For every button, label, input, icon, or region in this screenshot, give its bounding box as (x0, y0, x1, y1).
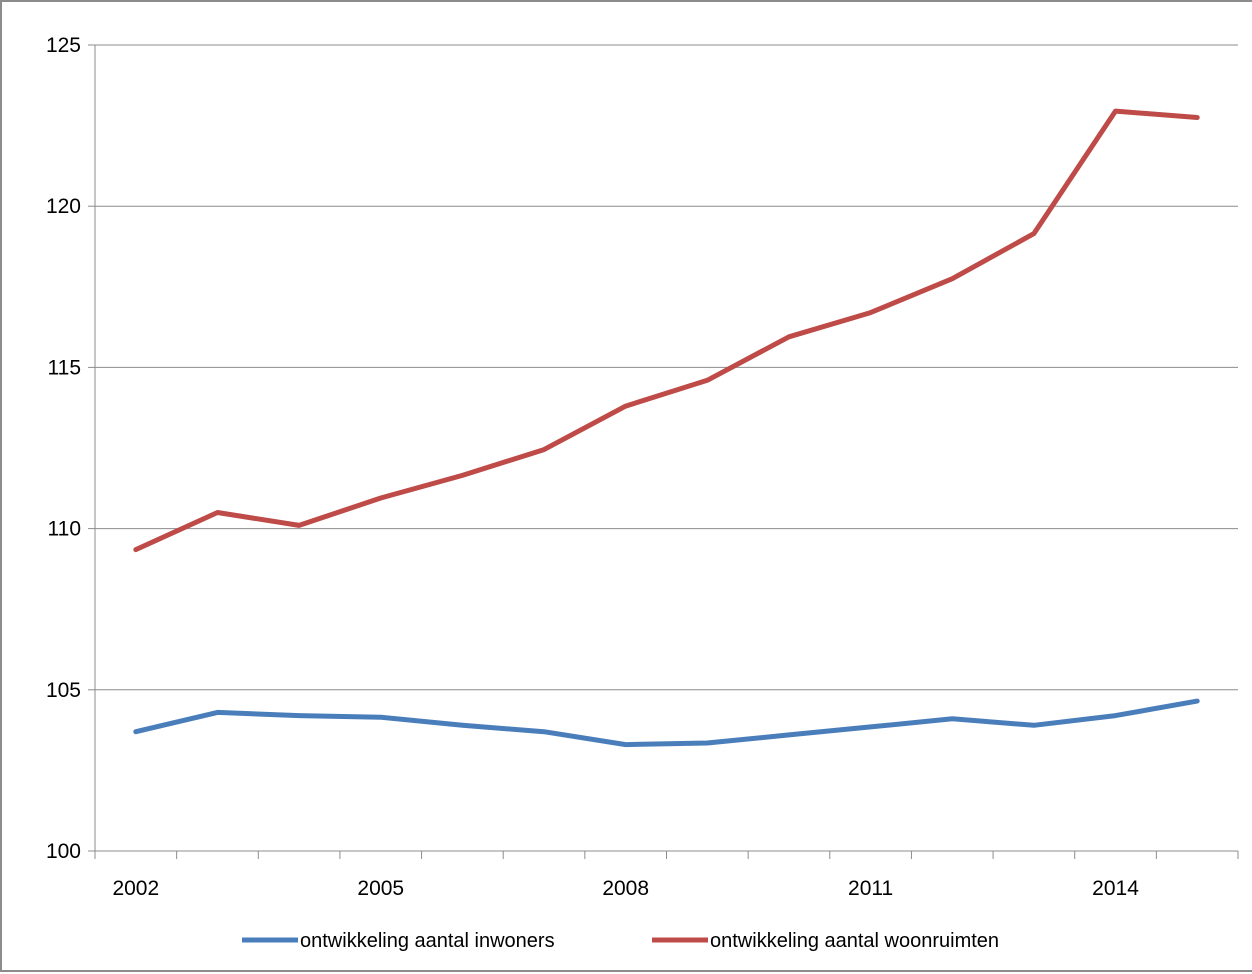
data-point (133, 729, 138, 734)
x-tick-label: 2002 (112, 877, 159, 900)
data-point (460, 473, 465, 478)
data-point (215, 710, 220, 715)
data-point (868, 724, 873, 729)
data-point (1113, 109, 1118, 114)
y-tick-label: 110 (48, 518, 81, 541)
data-point (1195, 699, 1200, 704)
data-point (950, 276, 955, 281)
series-line-1 (133, 108, 1200, 553)
legend-label: ontwikkeling aantal inwoners (300, 930, 555, 952)
y-tick-label: 100 (46, 840, 81, 863)
data-point (133, 547, 138, 552)
y-tick-label: 120 (46, 195, 81, 218)
y-tick-label: 105 (46, 679, 81, 702)
data-point (1031, 231, 1036, 236)
x-tick-label: 2005 (357, 877, 404, 900)
data-point (215, 510, 220, 515)
x-tick-label: 2008 (602, 877, 649, 900)
legend: ontwikkeling aantal inwoners ontwikkeling… (242, 930, 999, 952)
data-point (1195, 115, 1200, 120)
series-line-0 (133, 698, 1200, 748)
data-point (542, 729, 547, 734)
data-point (297, 713, 302, 718)
data-point (378, 715, 383, 720)
y-tick-label: 125 (46, 34, 81, 57)
x-tick-label: 2014 (1092, 877, 1139, 900)
x-tick-label: 2011 (848, 877, 893, 900)
data-point (623, 742, 628, 747)
legend-label: ontwikkeling aantal woonruimten (710, 930, 999, 952)
data-point (542, 447, 547, 452)
data-point (297, 523, 302, 528)
x-axis-tick-labels: 2002 2005 2008 2011 2014 (112, 877, 1139, 900)
data-point (623, 404, 628, 409)
data-point (705, 740, 710, 745)
axes (88, 44, 1239, 859)
y-tick-label: 115 (48, 356, 81, 379)
data-point (868, 310, 873, 315)
data-point (786, 732, 791, 737)
data-point (1031, 723, 1036, 728)
data-point (950, 716, 955, 721)
data-point (460, 723, 465, 728)
series-lines (133, 108, 1200, 748)
data-point (705, 378, 710, 383)
y-axis-tick-labels: 100 105 110 115 120 125 (46, 34, 81, 863)
data-point (1113, 713, 1118, 718)
data-point (786, 334, 791, 339)
data-point (378, 495, 383, 500)
grid-lines (95, 44, 1238, 691)
